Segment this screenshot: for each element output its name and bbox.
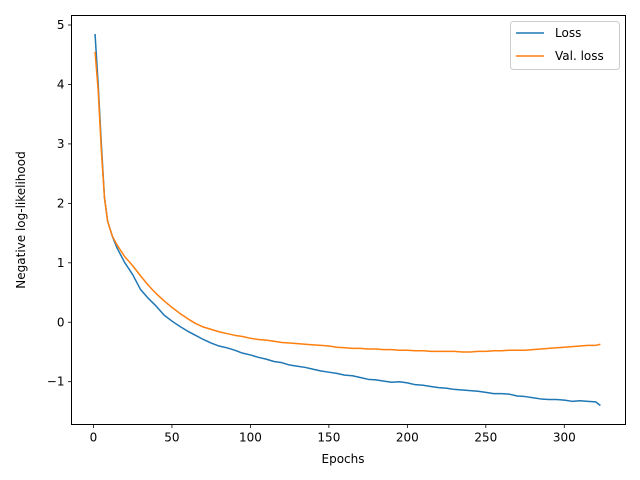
y-tick-label: 0 [57,315,65,329]
x-axis: 0 50 100 150 200 250 300 [90,424,576,445]
y-axis-title: Negative log-likelihood [14,151,28,288]
y-tick-label: 3 [57,137,65,151]
x-tick-label: 200 [396,431,419,445]
x-tick-label: 150 [317,431,340,445]
x-tick-label: 300 [553,431,576,445]
plot-lines [94,33,601,407]
y-tick-label: 4 [57,77,65,91]
plot-frame [71,15,626,425]
x-tick-label: 50 [164,431,179,445]
y-tick-label: −1 [47,375,65,389]
y-tick-label: 5 [57,18,65,32]
y-tick-label: 2 [57,196,65,210]
series-line-loss [94,33,601,407]
x-tick-label: 250 [474,431,497,445]
x-tick-label: 0 [90,431,98,445]
legend: Loss Val. loss [510,21,620,70]
legend-label-val-loss: Val. loss [555,49,604,63]
series-line-val-loss [94,51,601,353]
legend-label-loss: Loss [555,26,581,40]
y-tick-label: 1 [57,256,65,270]
x-tick-label: 100 [239,431,262,445]
x-axis-title: Epochs [322,452,365,466]
y-axis: −1 0 1 2 3 4 5 [47,18,72,389]
